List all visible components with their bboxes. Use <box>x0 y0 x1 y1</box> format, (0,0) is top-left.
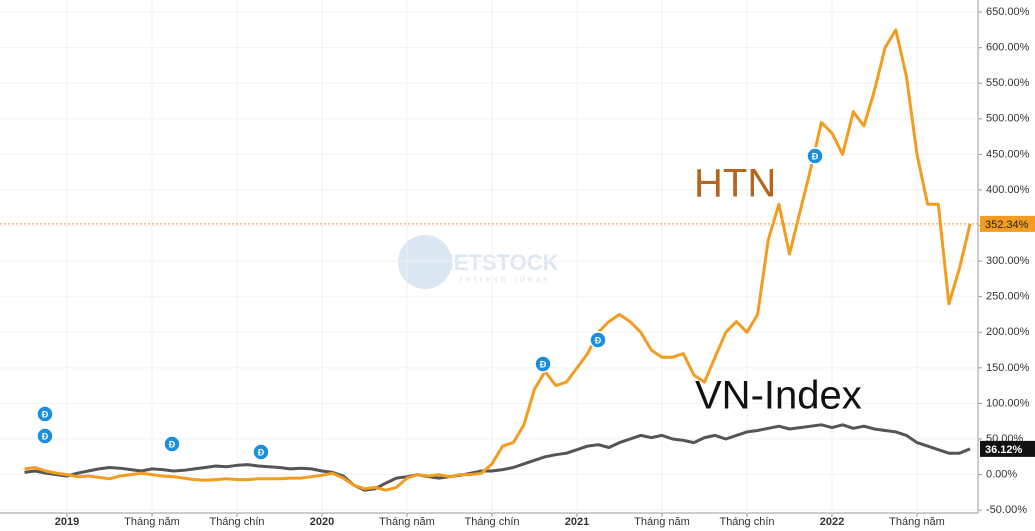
x-tick-label: Tháng năm <box>124 516 180 528</box>
dividend-marker-label: Đ <box>169 439 176 449</box>
y-tick-label: 300.00% <box>986 255 1030 267</box>
last-value-label: 352.34% <box>985 219 1029 231</box>
dividend-marker-label: Đ <box>258 447 265 457</box>
x-tick-label: Tháng chín <box>209 516 264 528</box>
watermark: VIETSTOCK refresh ideas <box>398 235 559 289</box>
series-label: HTN <box>694 162 776 206</box>
x-tick-label: 2022 <box>820 516 844 528</box>
series-line <box>24 423 971 492</box>
x-tick-label: Tháng chín <box>464 516 519 528</box>
watermark-text: VIETSTOCK <box>433 250 559 275</box>
x-tick-label: Tháng năm <box>889 516 945 528</box>
dividend-marker-label: Đ <box>812 151 819 161</box>
y-tick-label: 0.00% <box>986 468 1017 480</box>
dividend-marker-label: Đ <box>42 431 49 441</box>
series-label: VN-Index <box>695 374 862 418</box>
y-tick-label: 100.00% <box>986 397 1030 409</box>
y-tick-label: 400.00% <box>986 184 1030 196</box>
y-tick-label: 550.00% <box>986 77 1030 89</box>
x-tick-label: 2019 <box>55 516 79 528</box>
dividend-marker-label: Đ <box>42 409 49 419</box>
dividend-marker <box>806 147 824 165</box>
dividend-marker-label: Đ <box>540 359 547 369</box>
dividend-marker <box>252 443 270 461</box>
watermark-tagline: refresh ideas <box>460 274 551 284</box>
x-tick-label: Tháng chín <box>719 516 774 528</box>
x-tick-label: 2020 <box>310 516 334 528</box>
y-tick-label: 450.00% <box>986 148 1030 160</box>
last-value-box <box>980 440 1035 457</box>
dividend-marker <box>36 405 54 423</box>
watermark-logo <box>398 235 452 289</box>
x-tick-label: Tháng năm <box>634 516 690 528</box>
y-tick-label: -50.00% <box>986 504 1027 516</box>
dividend-marker-label: Đ <box>595 335 602 345</box>
y-tick-label: 500.00% <box>986 113 1030 125</box>
y-tick-label: 200.00% <box>986 326 1030 338</box>
y-tick-label: 600.00% <box>986 42 1030 54</box>
y-tick-label: 150.00% <box>986 362 1030 374</box>
y-tick-label: 650.00% <box>986 6 1030 18</box>
last-value-label: 36.12% <box>985 444 1023 456</box>
y-tick-label: 250.00% <box>986 291 1030 303</box>
dividend-marker <box>589 331 607 349</box>
x-tick-label: 2021 <box>565 516 589 528</box>
dividend-marker <box>534 355 552 373</box>
x-tick-label: Tháng năm <box>379 516 435 528</box>
dividend-marker <box>36 427 54 445</box>
last-value-box <box>980 215 1035 232</box>
dividend-marker <box>163 435 181 453</box>
